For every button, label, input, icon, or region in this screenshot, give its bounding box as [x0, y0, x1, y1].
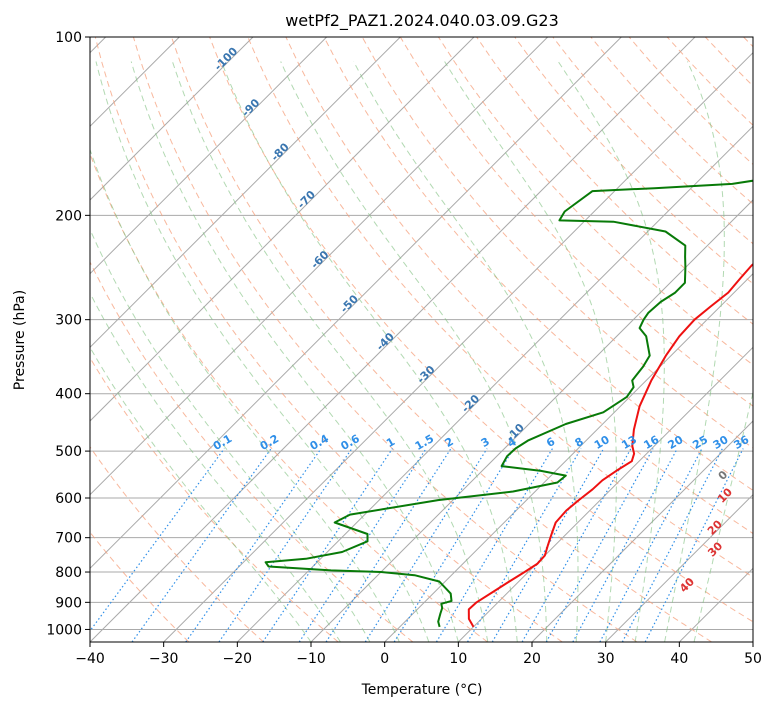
isotherm-gridline	[236, 125, 753, 642]
y-tick-label: 200	[55, 208, 82, 224]
plot-frame	[89, 36, 754, 643]
isotherm-gridline	[90, 37, 475, 422]
dry-adiabat-line	[171, 37, 712, 642]
dry-adiabat-line	[94, 37, 563, 642]
isotherm-gridline	[457, 346, 753, 642]
moist-adiabat-line	[444, 61, 617, 642]
isotherm-gridline	[90, 37, 549, 496]
isotherm-gridline	[90, 37, 696, 642]
dewpoint-profile-line	[264, 179, 753, 628]
moist-adiabat-line	[557, 61, 665, 642]
moist-adiabat-line	[664, 61, 725, 642]
x-tick-label: −20	[223, 651, 253, 667]
mixing-ratio-line	[572, 448, 678, 642]
isotherm-gridline	[531, 420, 753, 642]
x-axis-label: Temperature (°C)	[361, 682, 483, 698]
y-axis-label: Pressure (hPa)	[12, 290, 28, 390]
mixing-ratio-line	[185, 448, 322, 642]
x-tick-label: −10	[296, 651, 326, 667]
isotherm-gridline	[90, 37, 328, 275]
x-tick-label: 20	[523, 651, 541, 667]
mixing-ratio-line	[435, 448, 554, 642]
mixing-ratio-line	[621, 448, 723, 642]
y-tick-label: 1000	[46, 622, 82, 638]
isotherm-gridline	[384, 272, 753, 642]
y-tick-label: 900	[55, 595, 82, 611]
y-tick-label: 800	[55, 565, 82, 581]
dry-adiabat-line	[247, 37, 753, 578]
dry-adiabat-line	[90, 446, 264, 642]
y-tick-label: 300	[55, 313, 82, 329]
mixing-ratio-line	[262, 448, 393, 642]
mixing-ratio-line	[218, 448, 353, 642]
dry-adiabat-line	[285, 37, 753, 535]
temperature-profile-line	[467, 263, 753, 628]
moist-adiabat-line	[130, 61, 459, 642]
isotherm-gridline	[605, 493, 753, 642]
isotherm-gridline	[90, 37, 622, 570]
y-tick-label: 100	[55, 30, 82, 46]
x-tick-label: 50	[744, 651, 762, 667]
mixing-ratio-line	[491, 448, 605, 642]
mixing-ratio-line	[466, 448, 582, 642]
moist-adiabat-line	[90, 148, 400, 642]
dry-adiabat-line	[209, 37, 753, 623]
dry-adiabat-line	[90, 260, 414, 642]
dry-adiabat-line	[476, 37, 753, 325]
plot-background	[90, 37, 753, 642]
mixing-ratio-line	[298, 448, 427, 642]
isotherm-gridline	[90, 37, 401, 349]
isotherm-gridline	[90, 37, 254, 201]
moist-adiabat-line	[90, 346, 312, 642]
x-tick-label: −30	[149, 651, 179, 667]
moist-adiabat-line	[95, 61, 430, 642]
moist-adiabat-line	[353, 61, 579, 642]
moist-adiabat-line	[693, 390, 753, 642]
chart-title: wetPf2_PAZ1.2024.040.03.09.G23	[285, 11, 559, 31]
dry-adiabat-line	[90, 356, 339, 642]
moist-adiabat-line	[90, 292, 341, 642]
mixing-ratio-line	[644, 448, 744, 642]
mixing-ratio-line	[521, 448, 632, 642]
mixing-ratio-line	[599, 448, 703, 642]
mixing-ratio-line	[545, 448, 654, 642]
y-tick-label: 600	[55, 491, 82, 507]
x-tick-label: −40	[75, 651, 105, 667]
mixing-ratio-line	[90, 448, 225, 632]
y-tick-label: 700	[55, 531, 82, 547]
x-tick-label: 40	[670, 651, 688, 667]
moist-adiabat-line	[220, 61, 518, 642]
x-tick-label: 30	[597, 651, 615, 667]
y-tick-label: 400	[55, 387, 82, 403]
dry-adiabat-line	[323, 37, 753, 491]
x-tick-label: 10	[449, 651, 467, 667]
isotherm-gridline	[752, 641, 753, 642]
isotherm-gridline	[163, 51, 753, 642]
moist-adiabat-line	[90, 228, 371, 642]
y-tick-label: 500	[55, 444, 82, 460]
x-tick-label: 0	[380, 651, 389, 667]
dry-adiabat-line	[514, 37, 753, 285]
moist-adiabat-line	[280, 61, 548, 642]
